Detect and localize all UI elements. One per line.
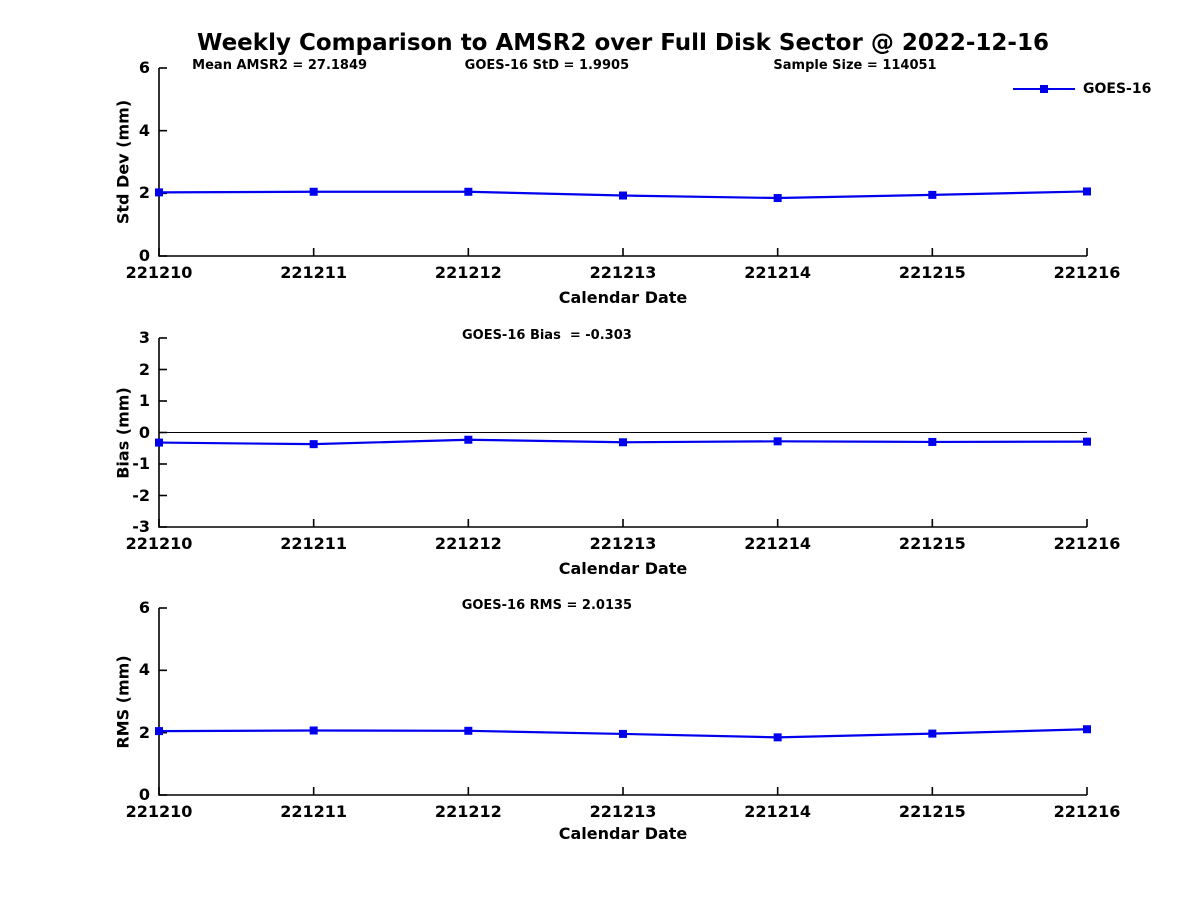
bias-x-tick-label: 221210 [125, 534, 193, 553]
std-dev-y-tick-label: 6 [138, 58, 150, 78]
rms-data-marker [155, 727, 163, 736]
std-dev-x-tick-label: 221211 [280, 263, 348, 282]
bias-y-axis-label: Bias (mm) [113, 387, 133, 479]
rms-data-marker [464, 726, 473, 735]
bias-x-tick-label: 221216 [1053, 534, 1121, 553]
std-dev-y-tick-label: 2 [138, 183, 150, 203]
bias-data-marker [619, 438, 627, 447]
bias-data-marker [1083, 437, 1091, 446]
bias-data-marker [464, 435, 473, 444]
std-dev-data-marker [155, 188, 163, 197]
legend: GOES-16 [1013, 81, 1151, 97]
std-dev-annotation: GOES-16 StD = 1.9905 [464, 58, 630, 73]
std-dev-data-marker [464, 187, 473, 196]
rms-x-tick-label: 221216 [1053, 802, 1121, 821]
std-dev-y-tick-label: 0 [138, 246, 150, 266]
std-dev-plot [155, 67, 1091, 257]
std-dev-x-tick-label: 221216 [1053, 263, 1121, 282]
legend-label: GOES-16 [1083, 81, 1152, 97]
bias-y-tick-label: 3 [138, 328, 150, 348]
bias-y-tick-label: -3 [132, 517, 150, 537]
bias-data-marker [155, 438, 163, 447]
bias-annotation: GOES-16 Bias = -0.303 [461, 328, 632, 343]
rms-x-tick-label: 221211 [280, 802, 348, 821]
std-dev-x-tick-label: 221215 [898, 263, 966, 282]
bias-plot [155, 337, 1091, 528]
bias-x-tick-label: 221214 [744, 534, 812, 553]
rms-data-marker [309, 726, 318, 735]
std-dev-x-tick-label: 221212 [434, 263, 502, 282]
bias-data-marker [309, 440, 318, 449]
rms-y-tick-label: 0 [138, 785, 150, 805]
bias-y-tick-label: 1 [138, 391, 150, 411]
bias-data-marker [928, 437, 937, 446]
stddev-y-axis-label: Std Dev (mm) [113, 99, 133, 225]
std-dev-y-tick-label: 4 [138, 120, 150, 140]
rms-x-tick-label: 221215 [898, 802, 966, 821]
bias-y-tick-label: 2 [138, 359, 150, 379]
legend-square-marker [1040, 85, 1048, 93]
bias-y-tick-label: -1 [132, 454, 150, 474]
rms-axis [158, 608, 1087, 796]
bias-x-tick-label: 221215 [898, 534, 966, 553]
legend-line-sample [1013, 85, 1075, 93]
rms-data-marker [928, 729, 937, 738]
std-dev-annotation: Mean AMSR2 = 27.1849 [192, 58, 368, 73]
rms-plot [155, 607, 1091, 796]
std-dev-axis [158, 68, 1087, 257]
bias-data-marker [773, 437, 782, 446]
rms-y-axis-label: RMS (mm) [113, 655, 133, 749]
rms-x-tick-label: 221210 [125, 802, 193, 821]
rms-data-marker [619, 729, 627, 738]
rms-x-axis-label: Calendar Date [558, 824, 688, 843]
rms-y-tick-label: 6 [138, 598, 150, 618]
bias-y-tick-label: 0 [138, 422, 150, 442]
std-dev-data-marker [773, 194, 782, 203]
std-dev-data-marker [1083, 187, 1091, 196]
bias-x-tick-label: 221212 [434, 534, 502, 553]
rms-data-marker [773, 733, 782, 742]
std-dev-annotation: Sample Size = 114051 [773, 58, 937, 73]
rms-y-tick-label: 4 [138, 660, 150, 680]
figure-title: Weekly Comparison to AMSR2 over Full Dis… [197, 30, 1049, 56]
bias-x-tick-label: 221213 [589, 534, 657, 553]
std-dev-x-tick-label: 221213 [589, 263, 657, 282]
rms-annotation: GOES-16 RMS = 2.0135 [461, 598, 633, 613]
std-dev-data-marker [619, 191, 627, 200]
bias-x-axis-label: Calendar Date [558, 559, 688, 578]
rms-y-tick-label: 2 [138, 722, 150, 742]
rms-data-marker [1083, 725, 1091, 734]
std-dev-data-marker [928, 190, 937, 199]
std-dev-data-marker [309, 187, 318, 196]
std-dev-x-tick-label: 221210 [125, 263, 193, 282]
bias-x-tick-label: 221211 [280, 534, 348, 553]
rms-x-tick-label: 221212 [434, 802, 502, 821]
bias-y-tick-label: -2 [132, 485, 150, 505]
std-dev-x-tick-label: 221214 [744, 263, 812, 282]
stddev-x-axis-label: Calendar Date [558, 288, 688, 307]
rms-x-tick-label: 221214 [744, 802, 812, 821]
rms-x-tick-label: 221213 [589, 802, 657, 821]
